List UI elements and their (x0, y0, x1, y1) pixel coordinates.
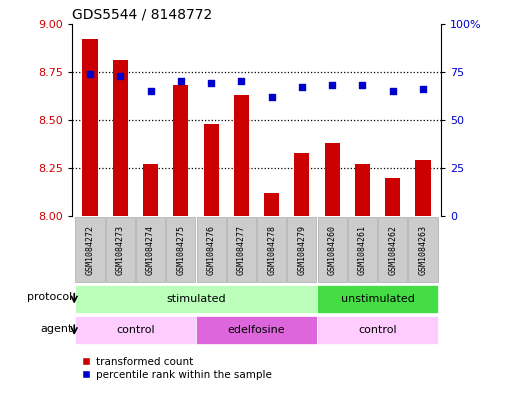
Text: GSM1084276: GSM1084276 (207, 224, 215, 275)
Bar (143, 164, 158, 216)
Bar (408, 217, 438, 282)
Bar (416, 160, 430, 216)
Bar (325, 143, 340, 216)
Point (419, 86, 427, 92)
Bar (227, 217, 256, 282)
Bar (378, 217, 407, 282)
Bar (287, 217, 317, 282)
Point (268, 94, 276, 100)
Point (328, 82, 337, 88)
Text: GSM1084273: GSM1084273 (116, 224, 125, 275)
Point (207, 80, 215, 86)
Text: GSM1084260: GSM1084260 (328, 224, 337, 275)
Bar (166, 217, 195, 282)
Text: GSM1084279: GSM1084279 (298, 224, 306, 275)
Text: GDS5544 / 8148772: GDS5544 / 8148772 (72, 7, 212, 21)
Bar (264, 193, 279, 216)
Bar (106, 217, 135, 282)
Text: control: control (116, 325, 155, 335)
Legend: transformed count, percentile rank within the sample: transformed count, percentile rank withi… (77, 353, 276, 384)
Bar (196, 316, 317, 344)
Text: GSM1084277: GSM1084277 (237, 224, 246, 275)
Text: GSM1084275: GSM1084275 (176, 224, 185, 275)
Bar (257, 217, 286, 282)
Bar (348, 217, 377, 282)
Text: edelfosine: edelfosine (228, 325, 285, 335)
Bar (317, 285, 438, 313)
Bar (385, 178, 400, 216)
Point (389, 88, 397, 94)
Bar (113, 60, 128, 216)
Text: unstimulated: unstimulated (341, 294, 415, 304)
Point (86, 70, 94, 77)
Bar (204, 124, 219, 216)
Point (298, 84, 306, 90)
Bar (173, 85, 188, 216)
Bar (294, 152, 309, 216)
Text: GSM1084272: GSM1084272 (86, 224, 94, 275)
Text: GSM1084261: GSM1084261 (358, 224, 367, 275)
Bar (234, 95, 249, 216)
Bar (75, 316, 196, 344)
Text: control: control (358, 325, 397, 335)
Text: GSM1084263: GSM1084263 (419, 224, 427, 275)
Point (237, 78, 245, 84)
Point (176, 78, 185, 84)
Bar (83, 39, 97, 216)
Text: protocol: protocol (27, 292, 72, 302)
Bar (317, 316, 438, 344)
Text: GSM1084278: GSM1084278 (267, 224, 276, 275)
Bar (318, 217, 347, 282)
Bar (75, 217, 105, 282)
Text: agent: agent (40, 323, 72, 334)
Bar (75, 285, 317, 313)
Bar (136, 217, 165, 282)
Point (116, 72, 124, 79)
Point (146, 88, 154, 94)
Text: GSM1084274: GSM1084274 (146, 224, 155, 275)
Text: stimulated: stimulated (166, 294, 226, 304)
Text: GSM1084262: GSM1084262 (388, 224, 397, 275)
Point (359, 82, 367, 88)
Bar (196, 217, 226, 282)
Bar (355, 164, 370, 216)
